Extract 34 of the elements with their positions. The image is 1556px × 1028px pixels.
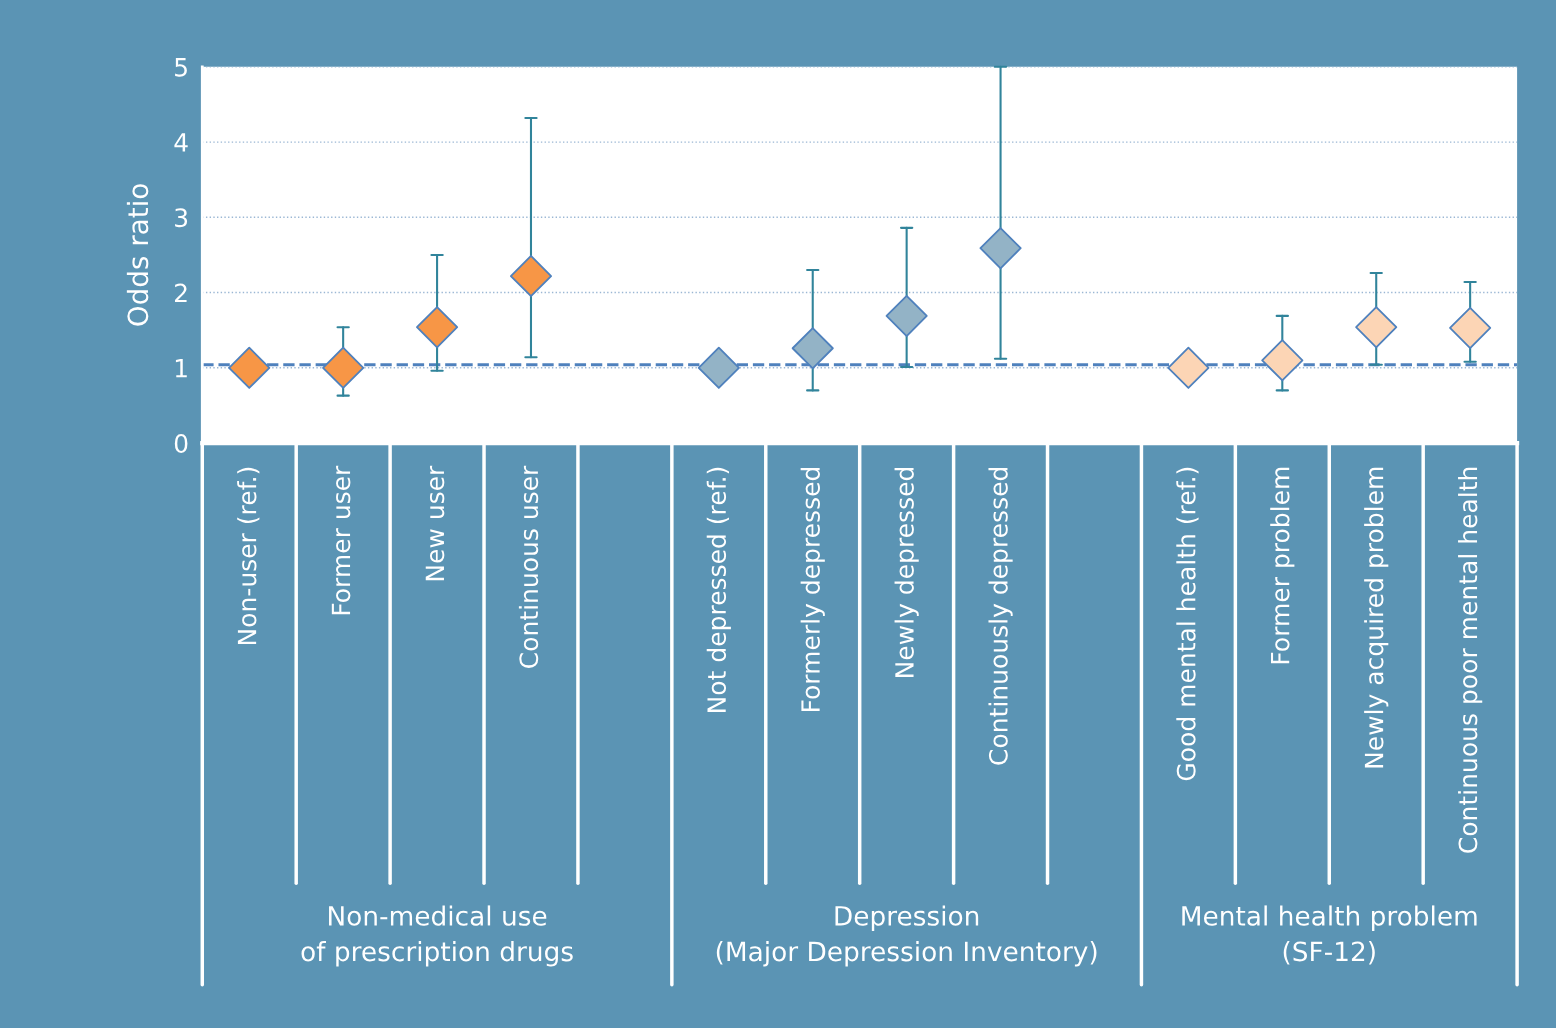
y-tick-label: 3 — [175, 208, 188, 228]
point — [322, 346, 365, 389]
point — [1167, 346, 1210, 389]
text: Non-medical use of prescription drugs — [301, 905, 573, 967]
text: Depression (Major Depression Inventory) — [716, 905, 1097, 967]
point — [1449, 306, 1492, 349]
x-tick-label: Former user — [331, 465, 351, 615]
point — [416, 306, 459, 349]
point — [1355, 306, 1398, 349]
x-tick-label: Not depressed (ref.) — [706, 467, 731, 712]
y-tick-label: 1 — [175, 359, 187, 378]
point — [1261, 339, 1304, 382]
x-tick-label: Continuously depressed — [988, 467, 1013, 765]
point — [228, 346, 271, 389]
point — [885, 294, 928, 337]
x-tick-label: Newly depressed — [894, 467, 919, 677]
point — [697, 346, 740, 389]
x-tick-label: Non-user (ref.) — [237, 467, 260, 645]
point — [509, 254, 553, 298]
text: Mental health problem (SF-12) — [1182, 905, 1477, 965]
point — [979, 227, 1022, 270]
y-axis-title: Odds ratio — [126, 184, 149, 326]
x-tick-label: Former problem — [1270, 467, 1295, 664]
x-tick-label: Newly acquired problem — [1364, 467, 1389, 768]
y-tick-label: 5 — [175, 58, 187, 77]
x-tick-label: Continuous poor mental health — [1458, 467, 1483, 853]
x-tick-label: New user — [425, 465, 445, 581]
x-tick-label: Continuous user — [518, 465, 539, 668]
y-tick-label: 4 — [174, 133, 188, 152]
x-tick-label: Formerly depressed — [800, 467, 825, 712]
x-tick-label: Good mental health (ref.) — [1176, 467, 1199, 781]
y-tick-label: 2 — [175, 283, 187, 303]
point — [791, 327, 834, 370]
y-tick-label: 0 — [174, 434, 188, 453]
